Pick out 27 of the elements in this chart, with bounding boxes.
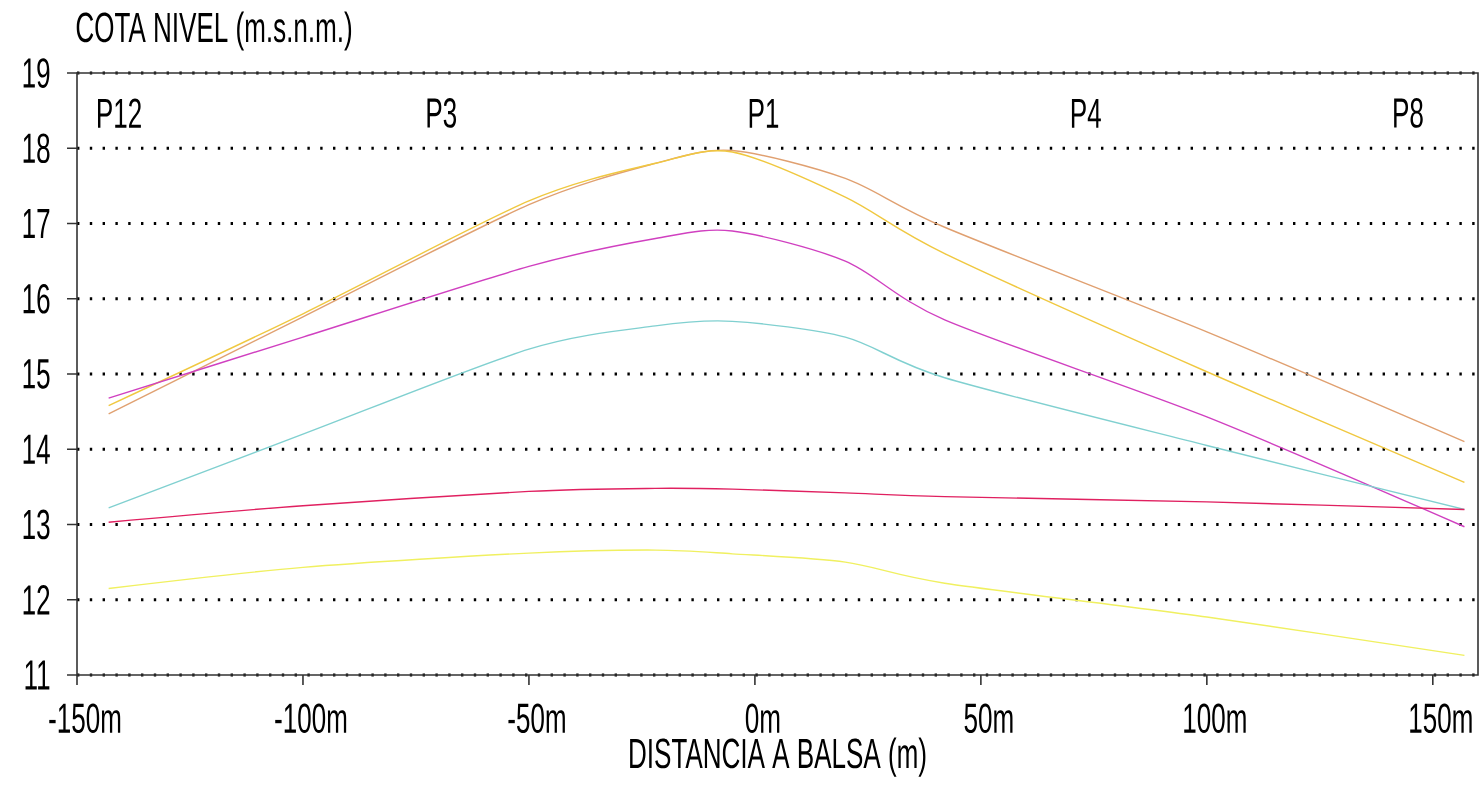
y-tick-label: 11	[25, 660, 50, 690]
y-tick-label: 14	[23, 434, 50, 464]
y-tick-label: 19	[23, 58, 50, 88]
y-tick-label: 17	[23, 209, 50, 238]
x-axis-title: DISTANCIA A BALSA (m)	[630, 737, 926, 777]
x-tick-label: 150m	[1410, 703, 1472, 734]
y-tick-label: 18	[23, 133, 50, 164]
annotation: P1	[749, 98, 779, 128]
y-tick-label: 13	[23, 509, 50, 540]
x-tick-label: -50m	[508, 703, 565, 734]
y-tick-label: 16	[23, 283, 50, 314]
annotation: P3	[427, 98, 457, 128]
line-series	[107, 487, 1466, 523]
x-tick-label: 0m	[745, 703, 780, 734]
y-tick-label: 12	[23, 585, 50, 615]
x-tick-label: 100m	[1184, 703, 1246, 734]
x-tick-label: 50m	[964, 703, 1013, 734]
annotation: P12	[98, 98, 141, 128]
line-series	[107, 229, 1466, 528]
x-tick-label: -100m	[275, 703, 347, 734]
annotation: P4	[1071, 98, 1101, 128]
y-axis-title: COTA NIVEL (m.s.n.m.)	[76, 11, 352, 51]
line-series	[107, 549, 1466, 657]
x-tick-label: -150m	[49, 703, 121, 734]
line-series	[107, 320, 1466, 511]
annotation: P8	[1394, 98, 1423, 128]
y-tick-label: 15	[23, 359, 50, 389]
